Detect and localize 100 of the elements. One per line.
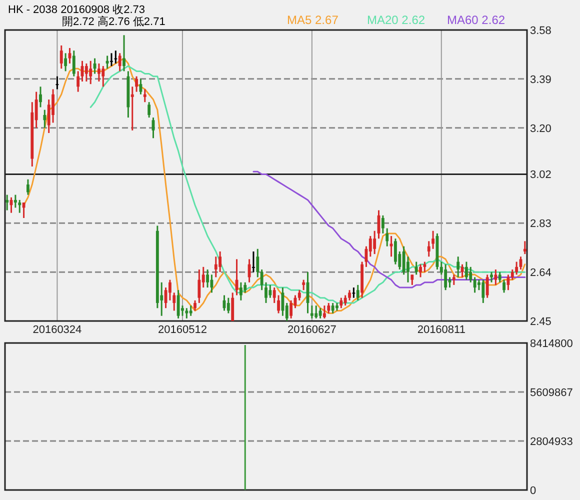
candlestick (130, 86, 134, 132)
candlestick (106, 55, 109, 70)
candlestick (427, 240, 430, 258)
text: MA5 2.67 (287, 13, 339, 27)
candlestick (290, 300, 293, 320)
candlestick (386, 228, 389, 248)
candlestick (340, 297, 343, 309)
candlestick (68, 47, 72, 64)
y-tick-label: 8414800 (530, 338, 573, 350)
candlestick (39, 86, 42, 108)
candlestick (185, 307, 188, 320)
candlestick (64, 52, 68, 72)
text: MA20 2.62 (367, 13, 426, 27)
candlestick (52, 88, 54, 124)
candlestick (143, 88, 146, 103)
candlestick (464, 261, 468, 281)
candlestick (272, 286, 276, 304)
candlestick (432, 230, 434, 250)
candlestick (194, 300, 196, 312)
candlestick (264, 282, 268, 304)
candlestick (214, 256, 218, 278)
candlestick (352, 286, 356, 299)
y-tick-label: 2.45 (530, 316, 552, 328)
candlestick (172, 292, 176, 312)
candlestick (122, 34, 126, 72)
text: MA60 2.62 (447, 13, 506, 27)
candlestick (231, 292, 234, 322)
candlestick (268, 284, 272, 299)
y-tick-label: 5609867 (530, 387, 573, 399)
candlestick (410, 274, 414, 286)
y-tick-label: 3.39 (530, 74, 552, 86)
candlestick (469, 266, 472, 284)
candlestick (84, 62, 88, 82)
candlestick (281, 286, 284, 317)
chart-title: HK - 2038 20160908 收2.73 (8, 4, 145, 16)
candlestick (348, 289, 351, 302)
candlestick (323, 304, 326, 320)
candlestick (302, 279, 306, 291)
candlestick (6, 194, 9, 212)
candlestick (356, 284, 360, 302)
candlestick (98, 62, 100, 82)
candlestick (327, 302, 330, 314)
candlestick (218, 250, 222, 273)
x-tick-label: 20160512 (158, 324, 207, 336)
x-tick-label: 20160324 (32, 324, 82, 336)
candlestick (60, 44, 63, 70)
candlestick (244, 282, 247, 294)
candlestick (344, 294, 347, 306)
candlestick (43, 109, 46, 129)
candlestick (390, 235, 393, 258)
y-tick-label: 0 (530, 485, 536, 497)
x-tick-label: 20160811 (417, 324, 466, 336)
candlestick (239, 282, 242, 302)
candlestick (226, 297, 230, 314)
x-tick-label: 20160627 (287, 324, 336, 336)
candlestick (198, 268, 201, 304)
candlestick (502, 279, 506, 294)
candlestick (381, 214, 384, 234)
y-tick-label: 2804933 (530, 436, 573, 448)
candlestick (314, 304, 318, 320)
candlestick (515, 261, 518, 276)
candlestick (318, 307, 322, 320)
candlestick (168, 279, 172, 302)
candlestick (473, 276, 476, 294)
candlestick (482, 279, 485, 304)
y-tick-label: 3.20 (530, 122, 552, 135)
candlestick (18, 199, 22, 214)
candlestick (118, 52, 122, 72)
candlestick (72, 50, 76, 78)
candlestick (310, 304, 314, 320)
candlestick (423, 261, 426, 273)
candlestick (22, 202, 26, 219)
candlestick (56, 76, 59, 90)
candlestick (373, 230, 376, 255)
candlestick (206, 268, 209, 288)
candlestick (252, 250, 255, 273)
y-tick-label: 2.64 (530, 267, 552, 280)
candlestick (148, 101, 151, 118)
candlestick (444, 264, 448, 291)
candlestick (498, 271, 502, 284)
chart-subtitle: 開2.72 高2.76 低2.71 (62, 15, 166, 28)
candlestick (419, 264, 422, 278)
candlestick (331, 302, 334, 314)
candlestick (114, 50, 118, 64)
candlestick (394, 238, 397, 266)
candlestick (277, 294, 280, 314)
candlestick (26, 178, 30, 196)
candlestick (494, 268, 498, 286)
candlestick (102, 65, 105, 88)
candlestick (135, 76, 138, 93)
candlestick (176, 289, 180, 320)
candlestick (414, 261, 418, 276)
candlestick (47, 98, 50, 134)
candlestick (406, 256, 410, 284)
candlestick (298, 289, 301, 302)
candlestick (456, 256, 460, 278)
candlestick (490, 271, 493, 284)
candlestick (523, 240, 526, 255)
candlestick (452, 274, 456, 286)
candlestick (76, 70, 80, 93)
